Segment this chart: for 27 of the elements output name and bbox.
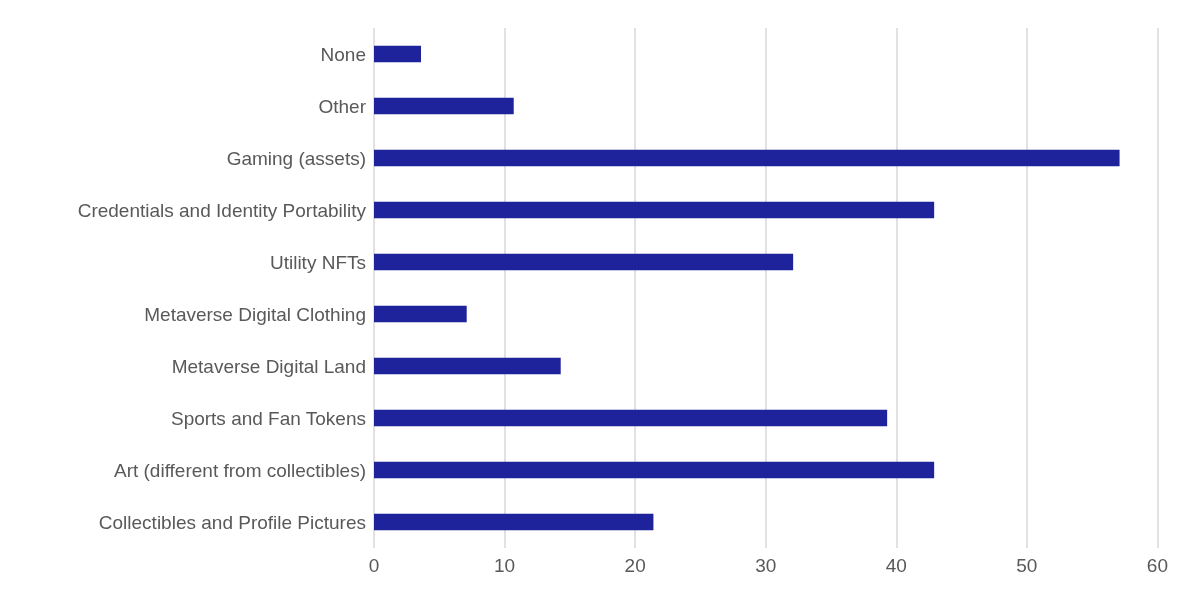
y-tick-label: Collectibles and Profile Pictures (98, 511, 366, 533)
bar (374, 305, 467, 323)
y-tick-label: Metaverse Digital Clothing (144, 303, 366, 325)
y-tick-label: Utility NFTs (269, 251, 366, 273)
bar (374, 97, 514, 115)
x-tick-label: 50 (1016, 555, 1038, 576)
bar (374, 253, 794, 271)
y-tick-label: Sports and Fan Tokens (170, 407, 366, 429)
y-tick-label: Metaverse Digital Land (171, 355, 366, 377)
x-tick-label: 0 (368, 555, 380, 576)
y-tick-label: Art (different from collectibles) (113, 459, 366, 481)
x-tick-label: 20 (624, 555, 646, 576)
y-tick-label: Credentials and Identity Portability (77, 199, 367, 221)
bar (374, 461, 935, 479)
x-tick-label: 30 (755, 555, 777, 576)
bar (374, 357, 561, 375)
bar (374, 409, 888, 427)
x-tick-label: 60 (1146, 555, 1168, 576)
x-tick-label: 10 (494, 555, 516, 576)
y-tick-label: None (320, 43, 366, 65)
bar (374, 149, 1120, 167)
bar (374, 513, 654, 531)
x-tick-label: 40 (885, 555, 907, 576)
y-tick-label: Other (318, 95, 367, 117)
bar (374, 45, 422, 63)
bar (374, 201, 935, 219)
y-tick-label: Gaming (assets) (226, 147, 366, 169)
